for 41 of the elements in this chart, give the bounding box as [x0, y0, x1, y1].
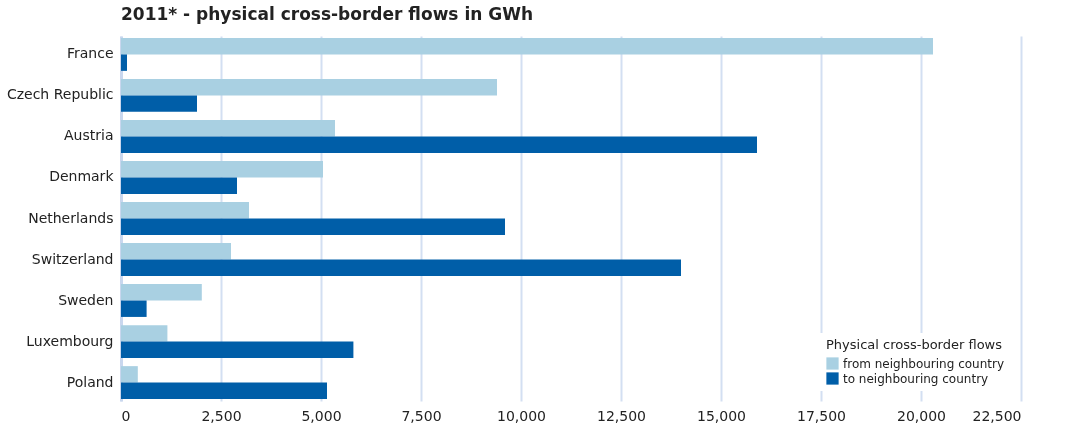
- bar: [121, 341, 354, 358]
- bar: [121, 300, 147, 317]
- bar: [121, 366, 138, 383]
- x-tick-label: 0: [121, 407, 131, 424]
- bar: [121, 259, 681, 276]
- bar: [121, 243, 231, 260]
- bar: [121, 136, 757, 153]
- bar: [121, 325, 168, 342]
- x-tick-label: 2,500: [201, 407, 242, 424]
- y-tick-label: Czech Republic: [6, 86, 114, 103]
- legend-title: Physical cross-border flows: [826, 337, 1003, 352]
- y-tick-label: Sweden: [58, 291, 114, 308]
- x-tick-label: 10,000: [497, 407, 546, 424]
- legend-label: from neighbouring country: [843, 356, 1005, 371]
- x-tick-label: 20,000: [897, 407, 946, 424]
- y-tick-label: Denmark: [49, 168, 115, 185]
- y-tick-label: Netherlands: [28, 209, 114, 226]
- x-tick-label: 7,500: [401, 407, 442, 424]
- bar: [121, 161, 323, 178]
- y-tick-label: France: [66, 45, 114, 62]
- y-tick-label: Luxembourg: [26, 332, 114, 349]
- bar: [121, 218, 505, 235]
- bar: [121, 177, 237, 194]
- bar: [121, 284, 202, 301]
- x-tick-label: 17,500: [797, 407, 846, 424]
- x-tick-label: 22,500: [972, 407, 1022, 424]
- bar: [121, 79, 497, 96]
- legend-label: to neighbouring country: [843, 371, 989, 386]
- y-tick-label: Austria: [64, 127, 114, 144]
- x-tick-label: 5,000: [301, 407, 342, 424]
- bar: [121, 95, 197, 112]
- bar: [121, 202, 249, 219]
- bar: [121, 38, 933, 55]
- y-tick-label: Switzerland: [31, 250, 114, 267]
- bar: [121, 382, 327, 399]
- bar: [121, 120, 335, 137]
- x-tick-label: 15,000: [697, 407, 746, 424]
- bar: [121, 54, 127, 71]
- y-tick-label: Poland: [66, 373, 114, 390]
- chart-title: 2011* - physical cross-border flows in GWh: [121, 4, 534, 24]
- x-tick-label: 12,500: [597, 407, 646, 424]
